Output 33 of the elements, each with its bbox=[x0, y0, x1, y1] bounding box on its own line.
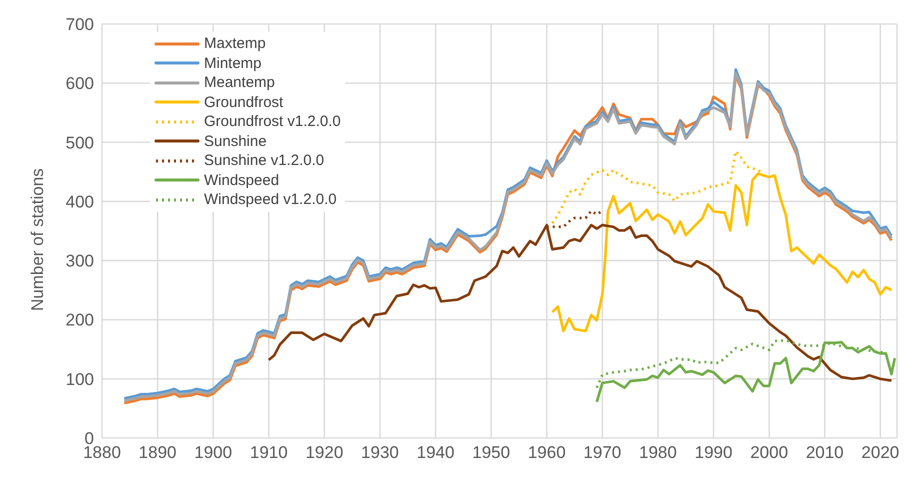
legend-label: Mintemp bbox=[204, 54, 262, 73]
x-tick-label: 2000 bbox=[750, 443, 788, 462]
legend-label: Sunshine v1.2.0.0 bbox=[204, 151, 324, 170]
y-tick-label: 200 bbox=[66, 310, 94, 330]
x-tick-label: 1970 bbox=[583, 443, 622, 462]
line-series bbox=[595, 340, 896, 404]
x-tick-label: 1920 bbox=[305, 443, 344, 462]
legend-label: Groundfrost v1.2.0.0 bbox=[204, 112, 341, 132]
y-tick-label: 700 bbox=[66, 15, 94, 34]
x-tick-label: 2020 bbox=[861, 443, 900, 462]
x-tick-label: 1910 bbox=[250, 443, 288, 462]
x-tick-label: 1900 bbox=[194, 443, 232, 462]
legend-label: Meantemp bbox=[204, 73, 275, 92]
legend-label: Windspeed bbox=[204, 170, 280, 190]
y-tick-label: 600 bbox=[66, 74, 94, 94]
x-tick-label: 1990 bbox=[694, 443, 732, 462]
x-tick-label: 1940 bbox=[416, 443, 454, 462]
y-tick-label: 400 bbox=[66, 192, 94, 212]
x-tick-label: 1930 bbox=[361, 443, 399, 462]
y-tick-label: 300 bbox=[66, 252, 94, 271]
x-tick-label: 1980 bbox=[639, 443, 677, 462]
legend-label: Sunshine bbox=[204, 132, 267, 151]
x-tick-label: 1950 bbox=[472, 443, 510, 462]
legend-label: Maxtemp bbox=[204, 34, 266, 54]
legend-label: Groundfrost bbox=[204, 92, 284, 112]
y-tick-label: 100 bbox=[66, 370, 94, 389]
y-axis-title: Number of stations bbox=[28, 168, 48, 311]
x-tick-label: 1880 bbox=[83, 443, 121, 462]
x-tick-label: 2010 bbox=[806, 443, 844, 462]
x-tick-label: 1960 bbox=[528, 443, 566, 462]
legend-label: Windspeed v1.2.0.0 bbox=[204, 190, 337, 210]
y-tick-label: 500 bbox=[66, 133, 94, 152]
x-tick-label: 1890 bbox=[138, 443, 177, 462]
